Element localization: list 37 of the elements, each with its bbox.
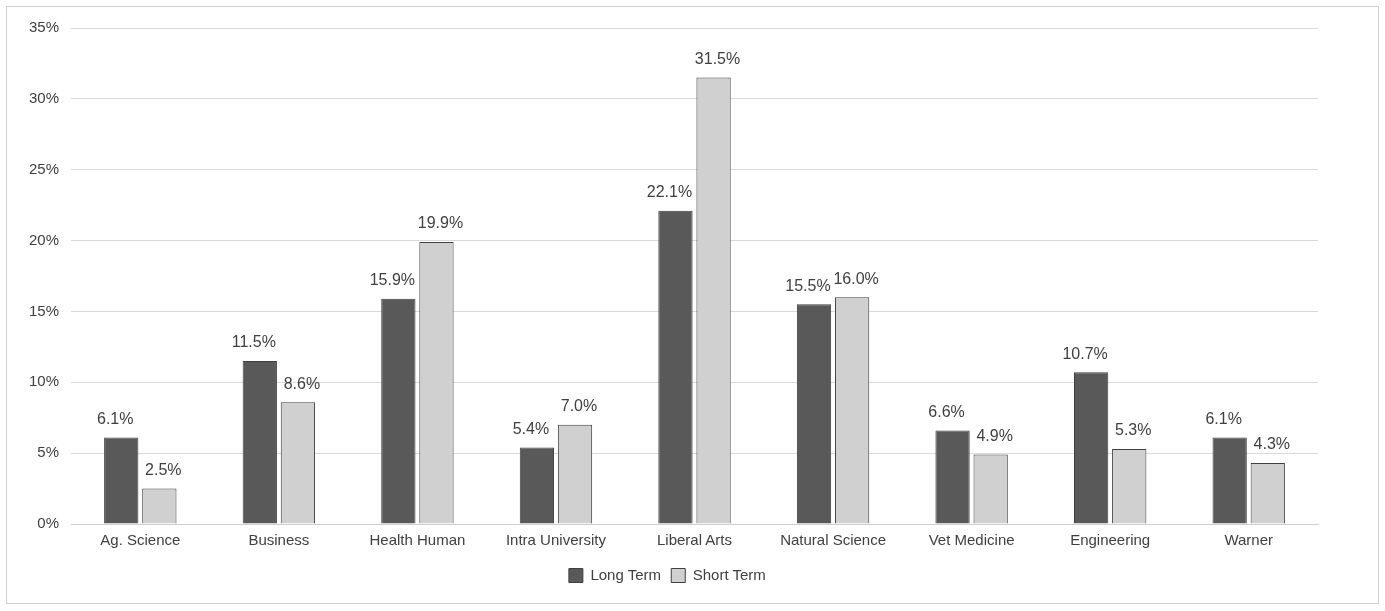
y-tick-label: 30% xyxy=(28,89,60,106)
data-label: 6.6% xyxy=(928,402,965,420)
x-tick-label: Business xyxy=(248,531,310,549)
legend-label: Long Term xyxy=(590,565,661,583)
data-label: 8.6% xyxy=(283,374,321,392)
y-tick-label: 0% xyxy=(37,514,60,532)
y-tick-label: 10% xyxy=(28,372,60,390)
data-label: 19.9% xyxy=(417,214,464,232)
x-tick-label: Natural Science xyxy=(780,531,887,549)
data-label: 22.1% xyxy=(646,183,693,201)
x-tick-label: Vet Medicine xyxy=(928,531,1015,549)
data-label: 15.5% xyxy=(785,276,831,294)
data-label: 4.3% xyxy=(1253,435,1291,453)
x-tick-label: Ag. Science xyxy=(100,531,181,549)
data-label: 11.5% xyxy=(231,333,276,351)
y-tick-label: 20% xyxy=(28,230,60,248)
x-tick-label: Health Human xyxy=(369,531,466,549)
legend-label: Short Term xyxy=(692,565,766,583)
y-tick-label: 15% xyxy=(28,301,60,319)
data-label: 15.9% xyxy=(369,271,416,289)
data-label: 5.4% xyxy=(512,419,550,437)
y-tick-label: 5% xyxy=(37,443,60,461)
data-label: 2.5% xyxy=(145,460,182,478)
data-label: 16.0% xyxy=(833,269,879,287)
data-label: 7.0% xyxy=(560,397,598,415)
data-label: 4.9% xyxy=(976,426,1013,444)
x-tick-label: Engineering xyxy=(1070,531,1151,549)
y-tick-label: 35% xyxy=(28,18,60,36)
x-tick-label: Warner xyxy=(1224,531,1274,549)
data-label: 5.3% xyxy=(1114,421,1152,439)
data-label: 6.1% xyxy=(97,409,134,427)
data-label: 6.1% xyxy=(1205,409,1242,427)
data-label: 31.5% xyxy=(694,50,741,68)
x-tick-label: Liberal Arts xyxy=(656,531,733,549)
x-tick-label: Intra University xyxy=(505,531,607,549)
data-label: 10.7% xyxy=(1062,344,1108,362)
y-tick-label: 25% xyxy=(28,159,60,177)
